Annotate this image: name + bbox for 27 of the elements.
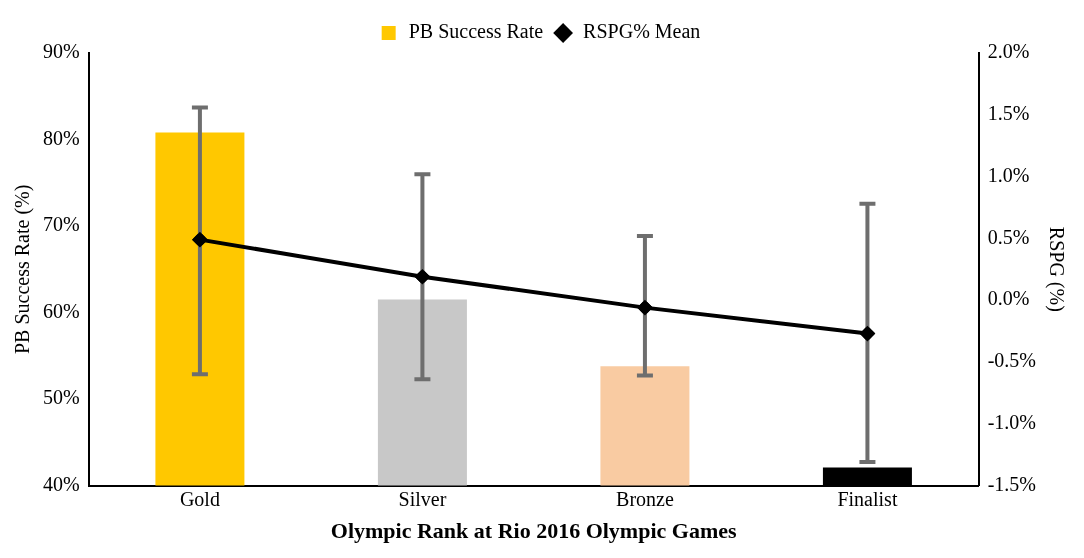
y-axis-title: PB Success Rate (%)	[11, 184, 35, 355]
y-tick-label: 60%	[42, 299, 80, 322]
y2-tick-label: 0.0%	[987, 287, 1030, 310]
y-tick-label: 70%	[42, 213, 80, 236]
y2-tick-label: -0.5%	[987, 349, 1037, 372]
y2-tick-label: 0.5%	[987, 225, 1030, 248]
point	[637, 300, 652, 315]
y-tick-label: 40%	[42, 472, 80, 495]
point	[415, 269, 430, 284]
point	[192, 232, 207, 247]
y2-tick-label: -1.0%	[987, 411, 1037, 434]
y2-tick-label: 1.0%	[987, 163, 1030, 186]
y-tick-label: 50%	[42, 386, 80, 409]
y-tick-label: 90%	[42, 40, 80, 63]
legend-label: PB Success Rate	[408, 20, 544, 43]
x-tick-label: Bronze	[616, 487, 674, 510]
x-axis-title: Olympic Rank at Rio 2016 Olympic Games	[330, 518, 737, 544]
x-tick-label: Silver	[398, 487, 447, 510]
y2-tick-label: 2.0%	[987, 40, 1030, 63]
y2-axis-title: RSPG (%)	[1044, 226, 1068, 312]
point	[860, 326, 875, 341]
legend-label: RSPG% Mean	[583, 20, 701, 43]
y2-tick-label: -1.5%	[987, 472, 1037, 495]
y-tick-label: 80%	[42, 126, 80, 149]
y2-tick-label: 1.5%	[987, 102, 1030, 125]
x-tick-label: Gold	[179, 487, 220, 510]
x-tick-label: Finalist	[837, 487, 898, 510]
